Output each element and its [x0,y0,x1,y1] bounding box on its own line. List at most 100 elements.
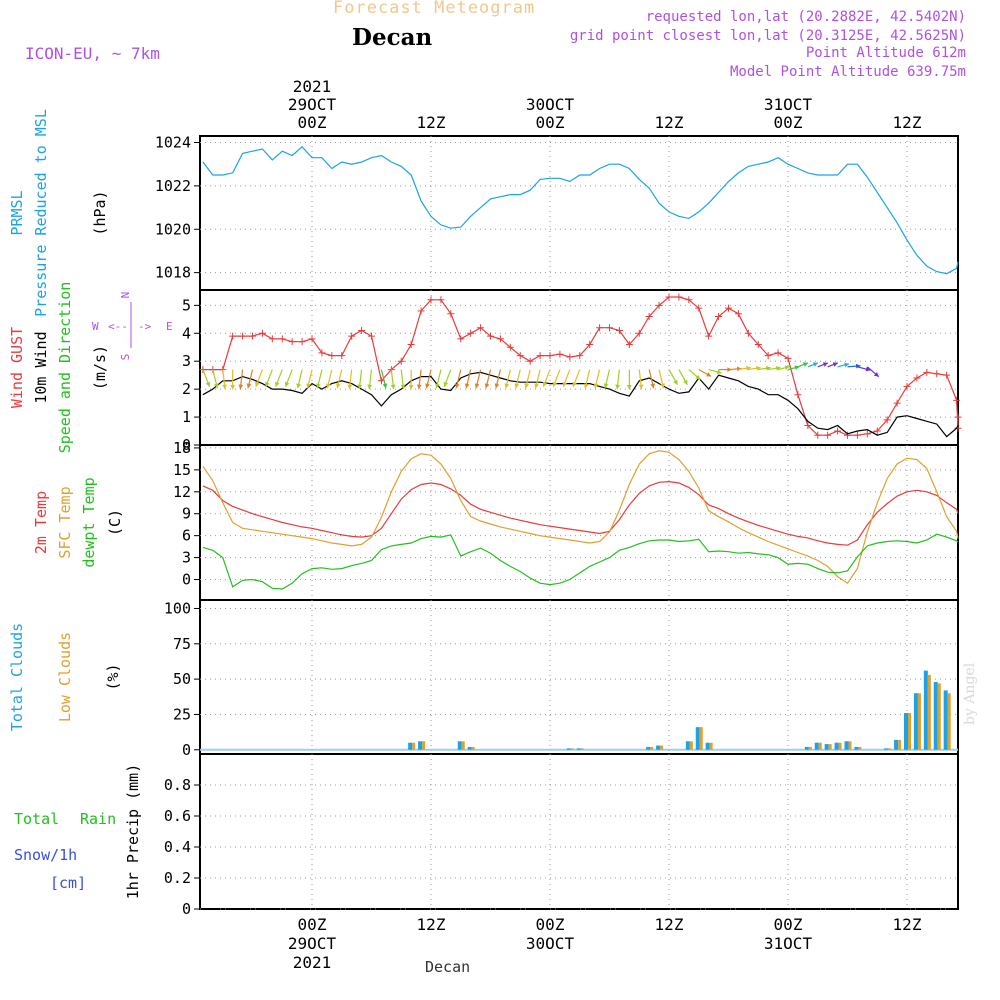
top-time-label: 30OCT [526,95,575,114]
gust-marker [685,296,693,304]
gust-marker [834,427,842,435]
gust-marker [734,310,742,318]
precip-legend-total: Total [14,810,60,828]
gust-marker [725,304,732,312]
ylabel-line: Pressure Reduced to MSL [32,109,50,317]
low-clouds-bar [898,739,902,750]
gust-marker [249,332,256,340]
gust-marker [467,329,475,337]
wind-arrow-head [603,383,609,389]
wind-arrow-head [695,374,701,380]
wind-arrow-head [357,384,363,390]
gust-marker [863,430,871,438]
low-clouds-bar [709,742,713,750]
bottom-time-label: 29OCT [288,934,337,953]
wind-arrow-head [524,383,530,389]
total-clouds-bar [943,690,948,750]
ytick-label: 0.8 [164,776,191,794]
wind-arrow-head [205,381,211,387]
wind-arrow-head [638,384,644,390]
low-clouds-bar [838,742,842,750]
gust-marker [506,343,514,351]
wind-arrow-head [615,384,621,390]
bottom-time-label: 00Z [774,915,803,934]
ytick-label: 50 [173,670,191,688]
ylabel-line: 2m Temp [32,491,50,554]
wind-arrow-head [542,381,548,387]
gust-marker [784,354,792,362]
wind-arrow-head [626,385,632,390]
total-clouds-bar [923,670,928,750]
gust-marker [883,416,891,424]
compass-e: E [166,320,173,333]
gust-marker [744,329,752,337]
wind-arrow-head [306,383,311,389]
gust-marker [873,427,881,435]
gust-marker [665,293,673,301]
wind-arrow-head [873,372,879,377]
wind-arrow-head [865,366,871,372]
total-clouds-bar [418,741,423,750]
wind-arrow-head [474,383,480,389]
wind-arrow-head [246,383,252,389]
low-clouds-bar [650,746,654,750]
gust-marker [358,326,366,334]
wind-arrow-head [534,383,539,389]
wind-arrow-head [400,384,406,390]
gust-marker [229,332,237,340]
ytick-label: 5 [182,296,191,314]
gust-marker [933,370,941,378]
gust-marker [705,332,713,340]
gust-marker [715,313,723,321]
wind-arrow-head [562,381,568,387]
ytick-label: 12 [173,483,191,501]
wind-arrow-head [650,383,655,389]
wind-arrow-head [552,381,558,387]
gust-marker [606,324,613,332]
total-clouds-bar [685,741,690,750]
requested-coords: requested lon,lat (20.2882E, 42.5402N) [645,9,966,25]
wind-arrow-head [443,381,449,387]
low-clouds-bar [461,741,465,750]
low-clouds-bar [947,693,951,750]
wind-arrow-head [583,383,589,389]
gust-marker [824,431,832,439]
ytick-label: 0.6 [164,807,191,825]
wind-arrow-head [416,384,422,390]
gust-marker [596,324,604,332]
total-clouds-bar [646,746,651,750]
low-clouds-bar [808,746,812,750]
gust-marker [804,421,812,429]
gust-marker [655,301,663,309]
low-clouds-bar [848,741,852,750]
compass-n: N [119,292,132,299]
gust-marker [566,353,574,361]
ytick-label: 0.2 [164,869,191,887]
gust-marker [923,368,931,376]
total-clouds-bar [844,741,849,750]
gust-marker [477,324,485,332]
top-time-label: 00Z [536,113,565,132]
wind-arrow-head [222,384,227,390]
precip-legend-snow: Snow/1h [14,846,78,864]
wind-arrow-head [326,383,331,389]
wind-arrow-head [213,383,219,389]
wind-arrow-head [514,383,520,389]
total-clouds-bar [566,748,571,750]
ytick-label: 3 [182,549,191,567]
low-clouds-bar [917,693,921,750]
gust-marker [586,340,594,348]
series-gust [202,296,959,436]
ytick-label: 18 [173,439,191,457]
gust-marker [417,307,425,315]
bottom-time-label: 00Z [536,915,565,934]
wind-arrow-head [812,362,818,367]
gust-marker [764,352,772,360]
ylabel-line: dewpt Temp [80,477,98,567]
total-clouds-bar [854,746,859,750]
footer-place: Decan [425,958,471,976]
gust-marker [954,413,962,421]
bottom-time-label: 12Z [655,915,684,934]
low-clouds-bar [689,741,693,750]
